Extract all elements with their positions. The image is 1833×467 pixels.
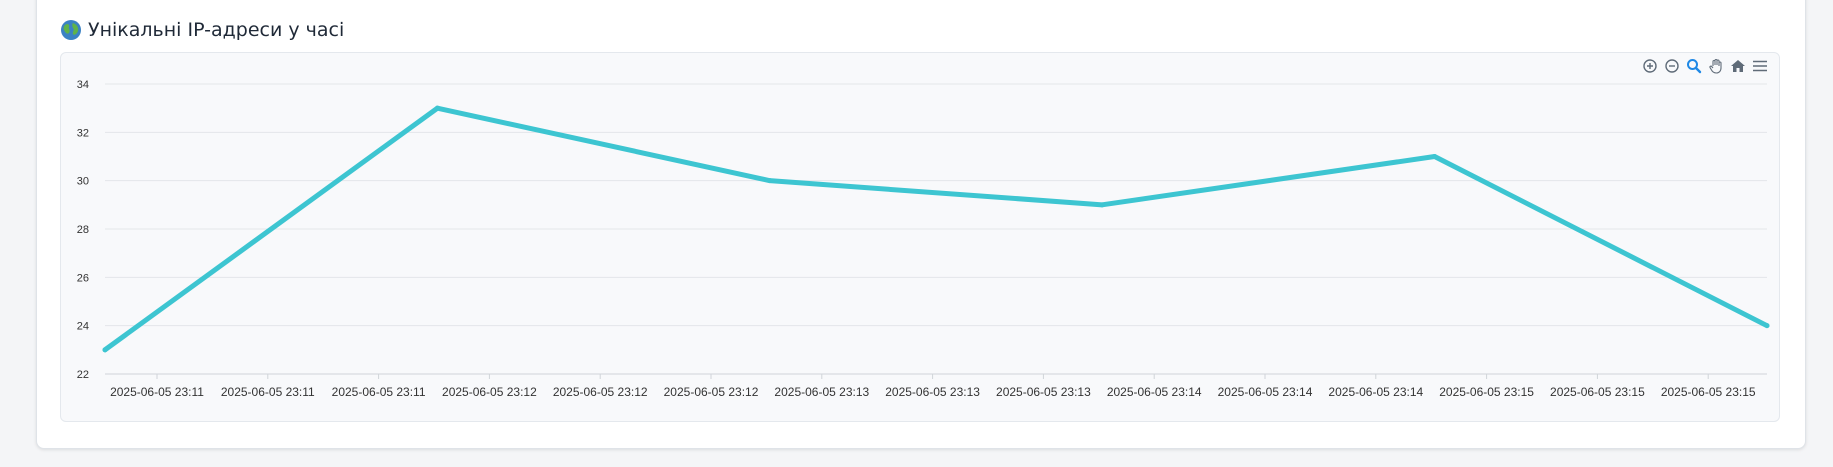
x-tick-label: 2025-06-05 23:12 bbox=[553, 385, 648, 399]
x-tick-label: 2025-06-05 23:12 bbox=[442, 385, 537, 399]
y-tick-label: 32 bbox=[77, 127, 89, 139]
card-title: Унікальні IP-адреси у часі bbox=[60, 17, 344, 43]
y-tick-label: 24 bbox=[77, 321, 89, 333]
chart-toolbar bbox=[1641, 57, 1769, 75]
data-point bbox=[1432, 154, 1438, 159]
menu-icon[interactable] bbox=[1751, 57, 1769, 75]
x-tick-label: 2025-06-05 23:13 bbox=[774, 385, 869, 399]
y-tick-label: 22 bbox=[77, 369, 89, 381]
data-point bbox=[434, 105, 440, 111]
reset-home-icon[interactable] bbox=[1729, 57, 1747, 75]
chart-area: 22 24 26 28 30 32 34 2025-06-05 23:11 2025-06-05… bbox=[60, 52, 1780, 422]
x-tick-label: 2025-06-05 23:11 bbox=[221, 385, 315, 399]
zoom-out-icon[interactable] bbox=[1663, 57, 1681, 75]
x-tick-label: 2025-06-05 23:13 bbox=[885, 385, 980, 399]
x-tick-label: 2025-06-05 23:15 bbox=[1661, 385, 1756, 399]
line-chart: 22 24 26 28 30 32 34 2025-06-05 23:11 2025-06-05… bbox=[77, 79, 1770, 399]
x-tick-label: 2025-06-05 23:15 bbox=[1439, 385, 1534, 399]
x-tick-label: 2025-06-05 23:11 bbox=[332, 385, 426, 399]
x-tick-label: 2025-06-05 23:14 bbox=[1107, 385, 1202, 399]
y-tick-label: 30 bbox=[77, 176, 89, 188]
data-point bbox=[1099, 202, 1105, 208]
pan-hand-icon[interactable] bbox=[1707, 57, 1725, 75]
chart-title: Унікальні IP-адреси у часі bbox=[88, 19, 345, 41]
data-point bbox=[1764, 323, 1770, 329]
zoom-in-icon[interactable] bbox=[1641, 57, 1659, 75]
selection-zoom-icon[interactable] bbox=[1685, 57, 1703, 75]
x-tick-label: 2025-06-05 23:13 bbox=[996, 385, 1091, 399]
series-line bbox=[102, 105, 1770, 353]
x-tick-label: 2025-06-05 23:12 bbox=[664, 385, 759, 399]
x-tick-label: 2025-06-05 23:14 bbox=[1328, 385, 1423, 399]
data-point bbox=[102, 347, 108, 353]
y-tick-label: 34 bbox=[77, 79, 89, 91]
globe-icon bbox=[60, 19, 82, 41]
x-tick-label: 2025-06-05 23:11 bbox=[110, 385, 204, 399]
data-point bbox=[767, 178, 773, 184]
y-tick-label: 26 bbox=[77, 272, 89, 284]
x-tick-label: 2025-06-05 23:15 bbox=[1550, 385, 1645, 399]
x-tick-label: 2025-06-05 23:14 bbox=[1218, 385, 1313, 399]
y-tick-label: 28 bbox=[77, 224, 89, 236]
